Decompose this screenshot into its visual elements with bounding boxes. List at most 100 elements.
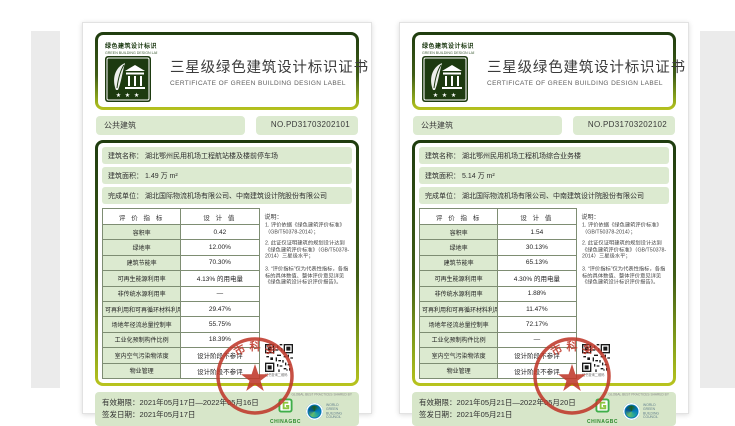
notes-panel: 说明： 1. 评价依据《绿色建筑评价标准》（GB/T50378-2014）； 2… [260, 208, 353, 379]
logo-stars: ★ ★ ★ [432, 93, 458, 99]
table-row: 容积率 0.42 [101, 223, 260, 241]
indicator-label: 室内空气污染物浓度 [418, 347, 499, 364]
certificate-title-cn: 三星级绿色建筑设计标识证书 [487, 60, 686, 76]
indicator-value: 11.47% [497, 300, 577, 318]
indicator-label: 可再生能源利用率 [101, 270, 182, 287]
chinagbc-logo: CHINAGBC [587, 398, 618, 425]
table-row: 场地年径流总量控制率 72.17% [418, 316, 577, 333]
certificate-header-frame: 绿色建筑设计标识 GREEN BUILDING DESIGN LABEL [412, 32, 686, 110]
gbc-label-logo: 绿色建筑设计标识 GREEN BUILDING DESIGN LABEL [105, 41, 163, 102]
table-row: 室内空气污染物浓度 设计阶段不参评 [418, 347, 577, 364]
table-row: 物业管理 设计阶段不参评 [418, 362, 577, 379]
indicator-label: 可再利用和可再循环材料利用率 [101, 300, 182, 318]
validity-band: 有效期限：2021年05月17日—2022年05月16日 签发日期：2021年0… [95, 391, 359, 426]
table-row: 可再生能源利用率 4.30% 的用电量 [418, 270, 577, 287]
qr-caption: 证书查询二维码 [264, 372, 287, 377]
certificate-card-1[interactable]: 绿色建筑设计标识 GREEN BUILDING DESIGN LABEL [82, 22, 372, 426]
certificate-1: 绿色建筑设计标识 GREEN BUILDING DESIGN LABEL [95, 32, 368, 426]
gbc-label-logo: 绿色建筑设计标识 GREEN BUILDING DESIGN LABEL [422, 41, 480, 102]
table-row: 非传统水源利用率 — [101, 285, 260, 302]
table-row: 物业管理 设计阶段不参评 [101, 362, 260, 379]
indicator-label: 场地年径流总量控制率 [101, 316, 182, 333]
indicator-value: 72.17% [497, 316, 577, 333]
indicator-label: 物业管理 [101, 362, 182, 379]
indicator-label: 场地年径流总量控制率 [418, 316, 499, 333]
qr-caption: 证书查询二维码 [581, 372, 604, 377]
certificate-card-2[interactable]: 绿色建筑设计标识 GREEN BUILDING DESIGN LABEL [399, 22, 689, 426]
indicator-label: 非传统水源利用率 [101, 285, 182, 302]
certificate-2: 绿色建筑设计标识 GREEN BUILDING DESIGN LABEL [412, 32, 686, 426]
chinagbc-label: CHINAGBC [587, 419, 618, 426]
indicator-value: 65.13% [497, 254, 577, 272]
indicator-label: 可再利用和可再循环材料利用率 [418, 300, 499, 318]
adjacent-thumbnail-right [700, 31, 735, 388]
indicator-label: 工业化预制构件比例 [418, 331, 499, 349]
note-item: 1. 评价依据《绿色建筑评价标准》（GB/T50378-2014）； [581, 223, 662, 235]
globe-icon [306, 403, 323, 421]
logo-caption-en: GREEN BUILDING DESIGN LABEL [105, 50, 158, 55]
note-item: 2. 此证仅证明建筑的规划设计达到《绿色建筑评价标准》（GB/T50378-20… [264, 241, 349, 260]
certificate-title-en: CERTIFICATE OF GREEN BUILDING DESIGN LAB… [170, 80, 346, 87]
col-header-design-value: 设 计 值 [180, 208, 260, 225]
table-row: 可再利用和可再循环材料利用率 11.47% [418, 300, 577, 318]
note-item: 3. “评价指标”仅为代表性指标，各指标的具体数值、整体评价意见详见《绿色建筑设… [581, 266, 665, 285]
indicator-table: 评 价 指 标 设 计 值 容积率 0.42 绿地率 12.00% 建筑节能率 70.30… [101, 208, 260, 379]
indicator-value: 1.88% [497, 285, 577, 302]
indicator-value: 70.30% [180, 254, 260, 272]
indicator-value: — [497, 331, 577, 349]
logo-caption-cn: 绿色建筑设计标识 [422, 44, 475, 50]
indicator-value: 1.54 [497, 223, 577, 241]
shared-by-caption: GLOBAL BEST PRACTICES SHARED BY [291, 392, 352, 397]
field-building-area: 建筑面积： 5.14 万 m² [419, 167, 669, 184]
note-item: 1. 评价依据《绿色建筑评价标准》（GB/T50378-2014）； [264, 223, 345, 235]
validity-period: 有效期限：2021年05月21日—2022年05月20日 [419, 398, 576, 408]
logo-stars: ★ ★ ★ [115, 93, 141, 99]
indicator-label: 室内空气污染物浓度 [101, 347, 182, 364]
validity-period: 有效期限：2021年05月17日—2022年05月16日 [102, 398, 259, 408]
table-row: 工业化预制构件比例 18.39% [101, 331, 260, 349]
indicator-value: 设计阶段不参评 [497, 362, 577, 379]
certificate-number: NO.PD31703202102 [572, 116, 675, 135]
field-completing-units: 完成单位： 湖北国际物流机场有限公司、中南建筑设计院股份有限公司 [419, 187, 669, 204]
qr-code-icon [264, 343, 293, 372]
building-category: 公共建筑 [413, 116, 563, 135]
table-row: 可再生能源利用率 4.13% 的用电量 [101, 270, 260, 287]
indicator-value: 29.47% [180, 300, 260, 318]
table-row: 场地年径流总量控制率 55.75% [101, 316, 260, 333]
col-header-indicator: 评 价 指 标 [101, 208, 182, 225]
indicator-table: 评 价 指 标 设 计 值 容积率 1.54 绿地率 30.13% 建筑节能率 65.13… [418, 208, 577, 379]
indicator-label: 非传统水源利用率 [418, 285, 499, 302]
worldgbc-label: WORLD GREEN BUILDING COUNCIL [643, 402, 660, 420]
indicator-value: 4.13% 的用电量 [180, 270, 260, 287]
field-building-area: 建筑面积： 1.49 万 m² [102, 167, 352, 184]
note-item: 3. “评价指标”仅为代表性指标，各指标的具体数值、整体评价意见详见《绿色建筑设… [264, 266, 348, 285]
logo-caption-en: GREEN BUILDING DESIGN LABEL [422, 50, 475, 55]
table-row: 工业化预制构件比例 — [418, 331, 577, 349]
globe-icon [623, 403, 640, 421]
field-completing-units: 完成单位： 湖北国际物流机场有限公司、中南建筑设计院股份有限公司 [102, 187, 352, 204]
indicator-label: 绿地率 [101, 239, 182, 256]
shared-by-caption: GLOBAL BEST PRACTICES SHARED BY [608, 392, 669, 397]
table-row: 可再利用和可再循环材料利用率 29.47% [101, 300, 260, 318]
certificate-body-frame: 建筑名称： 湖北鄂州民用机场工程航站楼及楼前停车场 建筑面积： 1.49 万 m² … [95, 140, 359, 386]
note-item: 2. 此证仅证明建筑的规划设计达到《绿色建筑评价标准》（GB/T50378-20… [581, 241, 666, 260]
adjacent-thumbnail-left [31, 31, 60, 388]
certificate-body-frame: 建筑名称： 湖北鄂州民用机场工程机场综合业务楼 建筑面积： 5.14 万 m² 完成… [412, 140, 676, 386]
table-row: 建筑节能率 70.30% [101, 254, 260, 272]
indicator-label: 建筑节能率 [418, 254, 499, 272]
col-header-indicator: 评 价 指 标 [418, 208, 499, 225]
indicator-value: 55.75% [180, 316, 260, 333]
indicator-value: 18.39% [180, 331, 260, 349]
indicator-value: 4.30% 的用电量 [497, 270, 577, 287]
indicator-value: 12.00% [180, 239, 260, 256]
indicator-value: — [180, 285, 260, 302]
col-header-design-value: 设 计 值 [497, 208, 577, 225]
indicator-label: 可再生能源利用率 [418, 270, 499, 287]
certificate-number: NO.PD31703202101 [255, 116, 358, 135]
notes-panel: 说明： 1. 评价依据《绿色建筑评价标准》（GB/T50378-2014）； 2… [577, 208, 670, 379]
notes-title: 说明： [264, 215, 283, 221]
indicator-label: 物业管理 [418, 362, 499, 379]
issue-date: 签发日期：2021年05月17日 [102, 409, 196, 419]
green-building-logo-icon: ★ ★ ★ [422, 56, 468, 102]
table-row: 建筑节能率 65.13% [418, 254, 577, 272]
